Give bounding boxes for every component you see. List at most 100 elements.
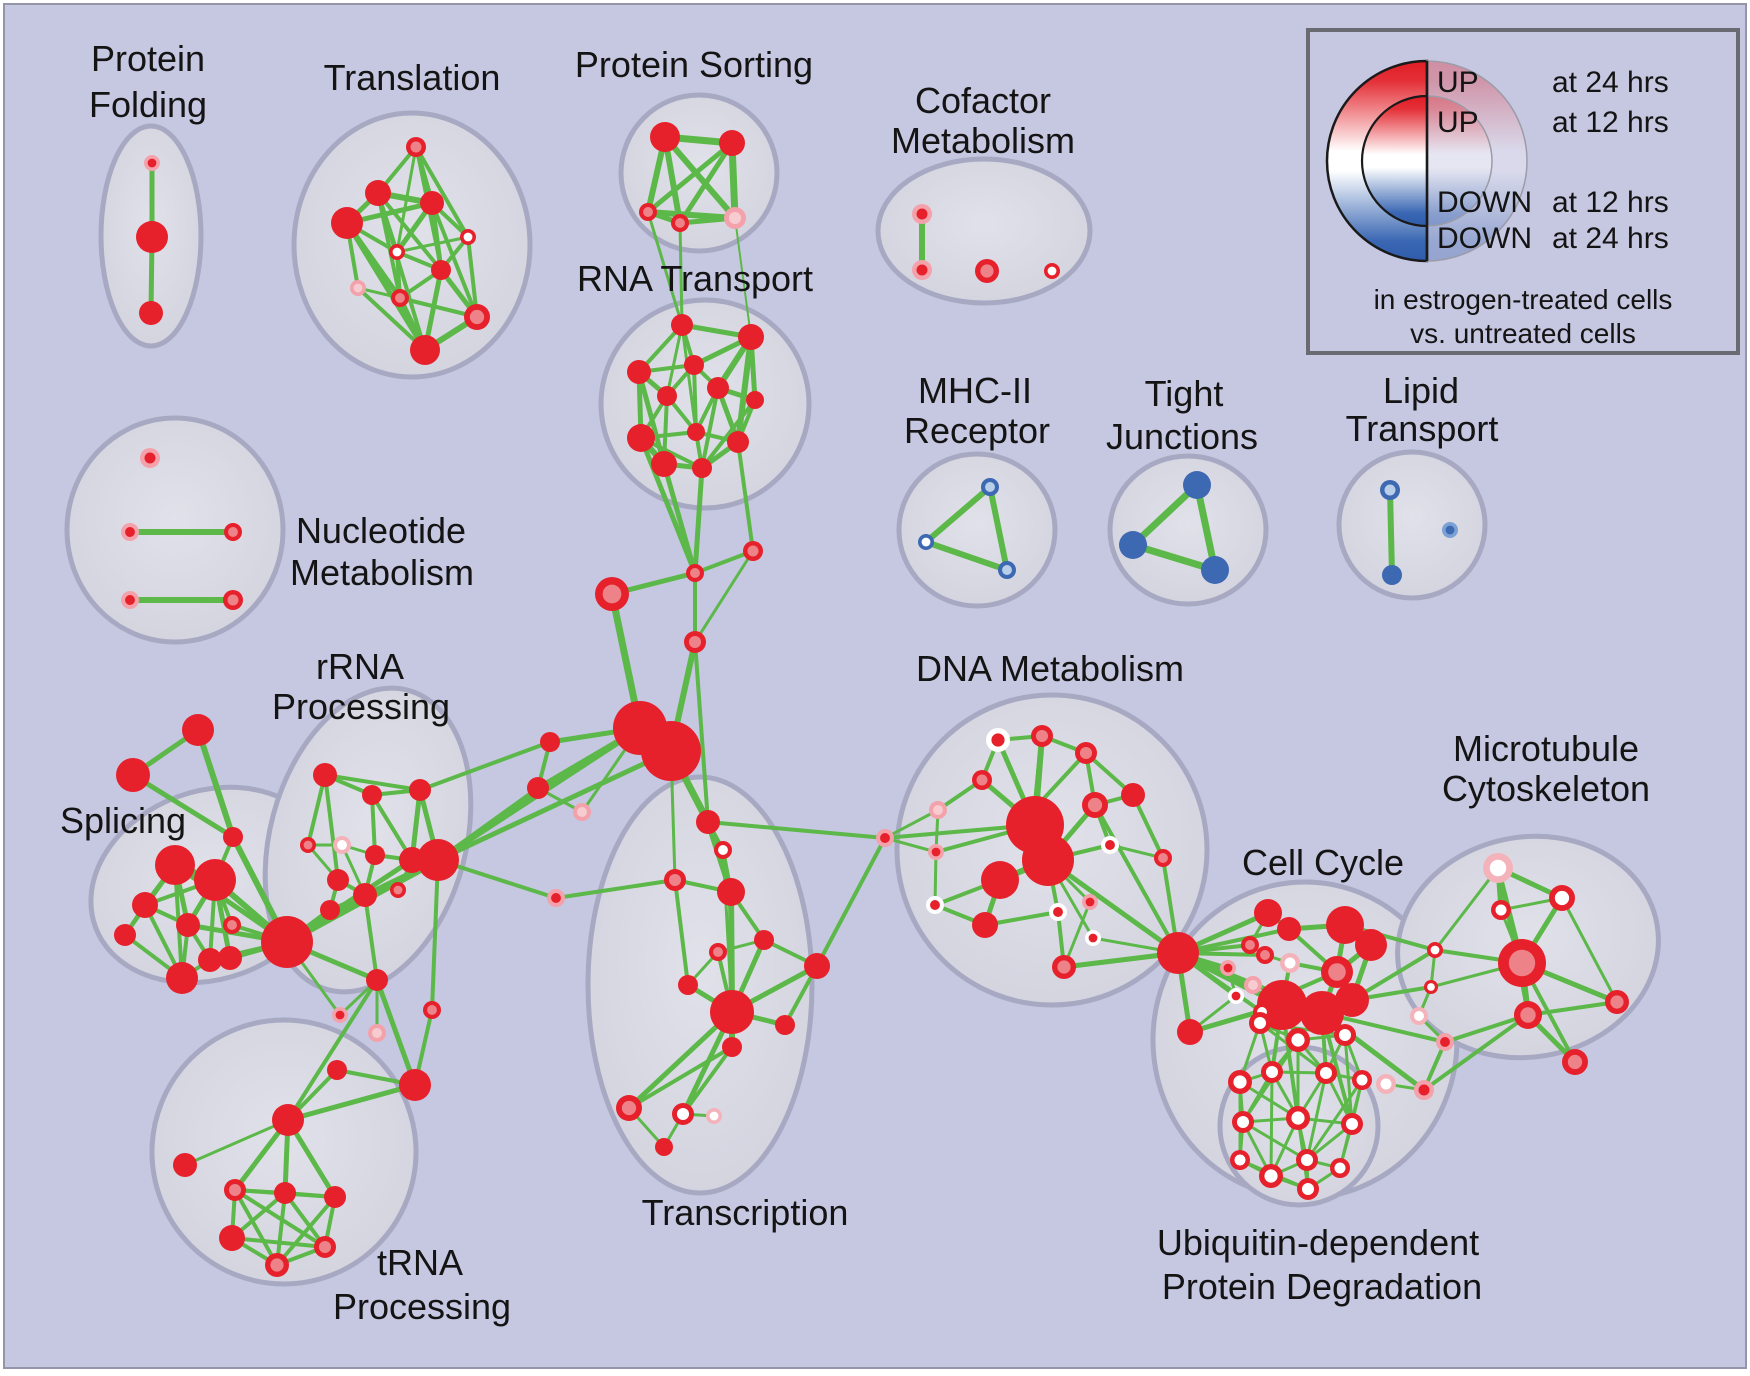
network-node-B1-red (1157, 932, 1199, 974)
network-edge-q4-q8 (275, 1191, 287, 1267)
network-node-center-u2 (1291, 1033, 1305, 1047)
network-edge-p1-p3 (323, 773, 422, 792)
network-edge-g1-p3 (418, 740, 552, 792)
network-node-center-d23 (1088, 933, 1098, 943)
network-node-center-u5 (1265, 1065, 1279, 1079)
network-node-center-n1 (144, 452, 156, 464)
legend-up-24-direction: UP (1437, 66, 1479, 99)
network-node-r11-red (651, 451, 677, 477)
network-node-center-p18 (427, 1005, 437, 1015)
cluster-label-dna-metabolism-0: DNA Metabolism (916, 648, 1184, 689)
network-node-cc2-red (1277, 917, 1301, 941)
network-edge-t5-t6 (395, 235, 470, 254)
network-node-center-t6 (392, 247, 402, 257)
network-node-center-cc17 (1430, 945, 1440, 955)
cluster-label-splicing-0: Splicing (60, 800, 186, 841)
network-edge-x8-d11 (815, 836, 887, 968)
network-node-center-m3 (1495, 904, 1507, 916)
network-node-d16-red (972, 912, 998, 938)
network-node-center-u13 (1300, 1153, 1314, 1167)
network-node-center-u3 (1338, 1028, 1352, 1042)
network-edge-d2-d6 (1032, 733, 1045, 811)
network-edge-x3-x9 (673, 878, 690, 987)
network-node-center-cc20 (1440, 1037, 1450, 1047)
network-node-cc3-red (1326, 906, 1364, 944)
network-node-q2-red (173, 1153, 197, 1177)
network-edge-p14-p19 (374, 977, 418, 1088)
network-node-cc1-red (1254, 899, 1282, 927)
network-node-p14-red (366, 969, 388, 991)
network-edge-d9-B1 (1045, 857, 1181, 956)
network-node-center-pf1 (147, 158, 157, 168)
network-node-center-t5 (463, 232, 473, 242)
network-node-p20-red (327, 1060, 347, 1080)
network-edge-u3-u10 (1343, 1033, 1354, 1126)
network-node-center-ps3 (643, 207, 653, 217)
network-node-center-x14 (676, 1107, 690, 1121)
cluster-label-microtubule-cytoskeleton-1: Cytoskeleton (1442, 768, 1650, 809)
network-node-center-n2 (125, 527, 135, 537)
legend-down-12-direction: DOWN (1437, 186, 1532, 219)
network-node-q4-red (274, 1182, 296, 1204)
cluster-label-rrna-processing-0: rRNA (316, 646, 404, 687)
network-edge-p1-p6 (306, 773, 327, 847)
network-node-tj1-blue (1183, 471, 1211, 499)
network-edge-u5-u12 (1269, 1070, 1274, 1178)
network-node-pf2-red (136, 221, 168, 253)
network-edge-q4-q7 (283, 1191, 327, 1249)
network-node-p11-red (353, 883, 377, 907)
network-node-s2-red (194, 859, 236, 901)
network-edge-u7-u13 (1305, 1078, 1364, 1162)
network-edge-t8-t11 (356, 286, 427, 352)
network-node-center-d17 (1085, 897, 1095, 907)
network-node-center-p4 (337, 840, 347, 850)
network-node-s1-red (155, 845, 195, 885)
network-node-tj2-blue (1119, 531, 1147, 559)
network-node-center-t1 (410, 141, 422, 153)
network-edge-ps2-ps4 (677, 140, 735, 226)
network-node-center-mh2 (921, 537, 931, 547)
network-node-center-q8 (270, 1258, 284, 1272)
network-node-S-red (261, 916, 313, 968)
network-node-ps2-red (719, 130, 745, 156)
network-node-center-d4 (976, 774, 988, 786)
network-node-t11-red (410, 335, 440, 365)
network-node-center-p12 (393, 885, 403, 895)
network-edge-sp2-sp3 (130, 772, 236, 840)
network-edge-r5-r12 (700, 386, 720, 470)
cluster-label-mhc-ii-receptor-0: MHC-II (918, 370, 1032, 411)
network-node-center-d22 (1057, 960, 1071, 974)
node-layer (114, 122, 1629, 1277)
network-edge-p1-p10 (323, 773, 340, 882)
network-edge-r12-h1 (692, 465, 705, 576)
network-node-center-d13 (1105, 840, 1115, 850)
network-edge-d19-B1 (1093, 803, 1180, 955)
network-edge-tj2-tj3 (1129, 541, 1219, 574)
network-node-r1-red (671, 314, 693, 336)
network-edge-t3-t11 (344, 220, 428, 353)
network-node-center-d5 (933, 805, 943, 815)
network-node-s9-red (114, 924, 136, 946)
network-edge-lt1-lt3 (1387, 487, 1395, 578)
network-node-center-cm1 (916, 208, 928, 220)
cluster-ellipse-mhc-ii-receptor (896, 451, 1058, 609)
network-node-center-u1 (1253, 1016, 1267, 1030)
network-node-r3-red (627, 360, 651, 384)
network-node-cc4-red (1355, 929, 1387, 961)
network-node-x6-red (754, 930, 774, 950)
network-node-ps1-red (650, 122, 680, 152)
network-node-center-cc18 (1427, 983, 1435, 991)
network-node-p2-red (362, 785, 382, 805)
network-node-t4-red (420, 191, 444, 215)
network-edge-H2-p9 (435, 748, 674, 863)
network-edge-r11-h1 (661, 461, 698, 576)
network-node-p10-red (327, 869, 349, 891)
cluster-label-protein-folding-1: Folding (89, 84, 207, 125)
cluster-label-protein-folding-0: Protein (91, 38, 205, 79)
cluster-ellipse-lipid-transport (1336, 449, 1488, 601)
network-edge-x12-x14 (681, 1045, 734, 1116)
network-node-center-x13 (621, 1100, 637, 1116)
network-node-center-d1 (991, 733, 1005, 747)
network-edge-p2-p7 (370, 793, 377, 857)
